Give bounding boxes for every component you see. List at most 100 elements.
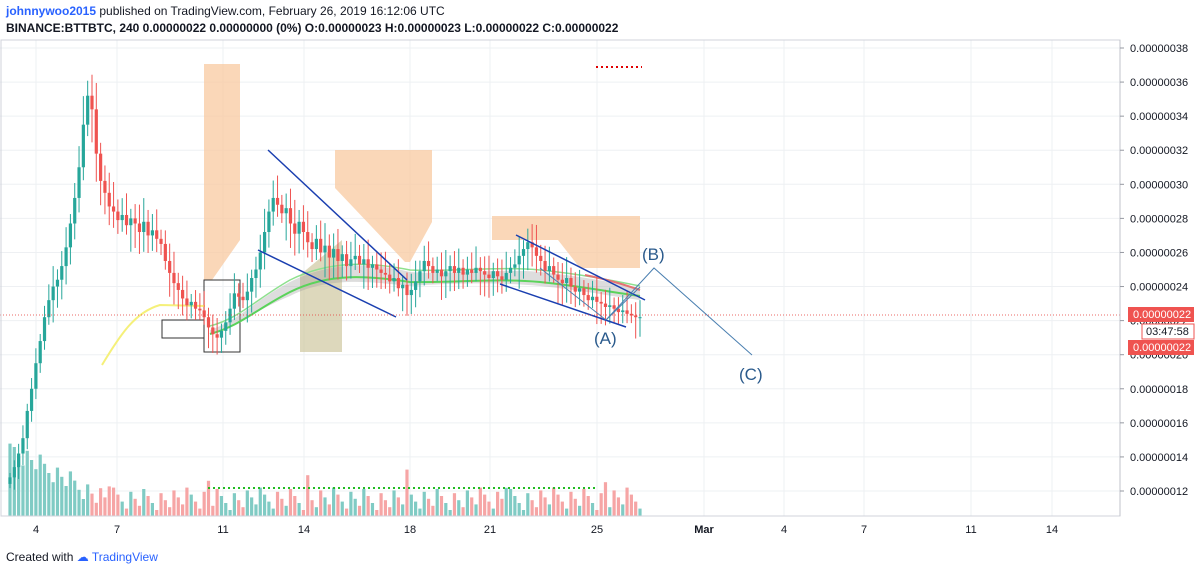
author-link[interactable]: johnnywoo2015	[6, 4, 97, 18]
candle-body	[383, 272, 388, 275]
volume-bar	[577, 505, 582, 516]
tradingview-logo-icon: ☁	[76, 550, 89, 564]
volume-bar	[461, 507, 465, 516]
candle-body	[362, 259, 366, 265]
volume-bar	[155, 510, 159, 516]
volume-bar	[616, 497, 621, 516]
volume-bar	[638, 508, 642, 516]
candle-body	[241, 296, 245, 301]
volume-bar	[508, 489, 513, 516]
candle-body	[608, 305, 612, 307]
candle-body	[51, 286, 55, 301]
time-tick-label: 21	[484, 524, 496, 536]
volume-bar	[582, 489, 586, 516]
volume-bar	[202, 491, 206, 516]
candle-body	[517, 255, 521, 265]
candle-body	[284, 208, 288, 214]
volume-bar	[332, 487, 336, 516]
publish-info: published on TradingView.com, February 2…	[99, 4, 445, 18]
volume-bar	[73, 480, 77, 516]
candle-body	[73, 197, 77, 224]
volume-bar	[124, 508, 129, 516]
candle-body	[224, 322, 228, 331]
volume-bar	[560, 501, 564, 516]
volume-bar	[569, 491, 573, 516]
candle-body	[176, 283, 180, 290]
volume-bar	[90, 493, 94, 516]
candle-body	[202, 310, 206, 318]
volume-bar	[51, 482, 55, 516]
candle-body	[452, 266, 457, 273]
candle-body	[366, 259, 370, 268]
wave-label-c: (C)	[739, 365, 763, 384]
volume-bar	[634, 501, 638, 516]
volume-bar	[534, 507, 539, 516]
volume-bar	[211, 505, 215, 516]
time-axis[interactable]: 4 7 11 14 18 21 25 Mar 4 7 11 14	[33, 524, 1058, 536]
candle-body	[577, 288, 582, 292]
time-tick-label: 4	[781, 524, 787, 536]
candle-body	[435, 269, 439, 273]
volume-bar	[483, 494, 487, 516]
candle-body	[513, 264, 517, 268]
volume-bar	[129, 491, 133, 516]
time-tick-label: 7	[114, 524, 120, 536]
candle-body	[401, 284, 405, 289]
volume-bar	[565, 508, 569, 516]
volume-bar	[504, 487, 508, 516]
volume-bar	[228, 510, 232, 516]
candle-body	[86, 95, 90, 125]
candle-body	[219, 330, 224, 338]
candle-body	[379, 269, 383, 273]
volume-bar	[409, 494, 413, 516]
volume-bar	[452, 493, 457, 516]
candle-body	[409, 289, 413, 296]
candle-body	[120, 214, 124, 221]
candle-body	[569, 278, 573, 287]
volume-bar	[491, 508, 495, 516]
candle-body	[271, 197, 275, 212]
volume-bar	[444, 503, 448, 516]
candle-body	[508, 267, 513, 273]
volume-bar	[426, 498, 431, 516]
candle-body	[327, 245, 331, 258]
ma-red	[584, 274, 641, 291]
candle-body	[590, 296, 595, 301]
candle-body	[603, 303, 608, 307]
volume-bar	[310, 500, 314, 516]
candle-body	[250, 278, 254, 292]
candle-body	[8, 477, 12, 484]
price-tick-label: 0.00000018	[1130, 384, 1188, 396]
candle-body	[306, 232, 310, 243]
candle-body	[582, 288, 586, 296]
candle-body	[625, 310, 629, 314]
price-tick-label: 0.00000032	[1130, 145, 1188, 157]
price-tags: 0.00000022 03:47:58 0.00000022	[1128, 307, 1195, 355]
volume-bar	[189, 494, 193, 516]
volume-bar	[349, 491, 353, 516]
low-price-tag-text: 0.00000022	[1133, 342, 1191, 354]
trend-line	[515, 234, 646, 301]
candle-body	[185, 298, 189, 306]
candle-body	[573, 286, 577, 292]
candle-body	[504, 272, 508, 280]
demand-zone	[300, 240, 342, 352]
tradingview-link[interactable]: TradingView	[91, 550, 158, 564]
candle-body	[181, 289, 185, 299]
candle-body	[124, 214, 129, 226]
volume-bar	[357, 505, 362, 516]
volume-bar	[181, 504, 185, 516]
volume-bar	[323, 497, 327, 516]
price-tick-label: 0.00000028	[1130, 213, 1188, 225]
candle-body	[168, 260, 172, 273]
candle-body	[414, 281, 418, 290]
volume-bar	[344, 508, 349, 516]
price-axis[interactable]: 0.00000038 0.00000036 0.00000034 0.00000032…	[1120, 43, 1188, 498]
volume-bar	[250, 497, 254, 516]
volume-bar	[29, 460, 34, 516]
chart-header: johnnywoo2015 published on TradingView.c…	[0, 0, 1200, 40]
volume-bar	[625, 487, 629, 516]
candle-body	[254, 269, 258, 279]
last-price-tag	[1128, 307, 1194, 322]
